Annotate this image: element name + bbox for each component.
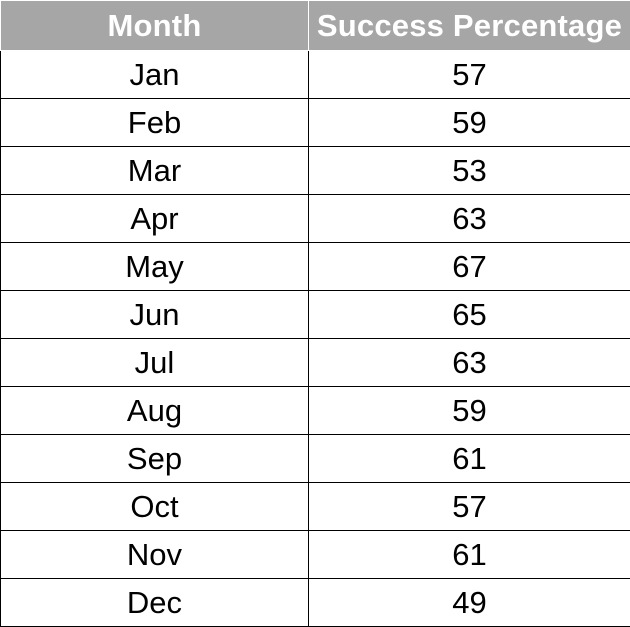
success-percentage-cell: 67: [309, 243, 630, 291]
success-percentage-cell: 65: [309, 291, 630, 339]
success-percentage-cell: 57: [309, 51, 630, 99]
success-percentage-cell: 59: [309, 387, 630, 435]
success-percentage-cell: 57: [309, 483, 630, 531]
success-percentage-cell: 63: [309, 339, 630, 387]
month-cell: Aug: [1, 387, 309, 435]
month-cell: Jun: [1, 291, 309, 339]
column-header-success-percentage: Success Percentage: [309, 1, 630, 51]
header-row: Month Success Percentage: [1, 1, 630, 51]
month-cell: Apr: [1, 195, 309, 243]
success-percentage-cell: 63: [309, 195, 630, 243]
success-percentage-cell: 53: [309, 147, 630, 195]
month-cell: Oct: [1, 483, 309, 531]
success-percentage-cell: 59: [309, 99, 630, 147]
month-cell: Jul: [1, 339, 309, 387]
month-cell: Sep: [1, 435, 309, 483]
month-cell: Mar: [1, 147, 309, 195]
month-cell: May: [1, 243, 309, 291]
success-percentage-cell: 61: [309, 435, 630, 483]
month-cell: Feb: [1, 99, 309, 147]
success-percentage-cell: 49: [309, 579, 630, 627]
month-cell: Jan: [1, 51, 309, 99]
month-cell: Nov: [1, 531, 309, 579]
success-percentage-cell: 61: [309, 531, 630, 579]
month-cell: Dec: [1, 579, 309, 627]
column-header-month: Month: [1, 1, 309, 51]
